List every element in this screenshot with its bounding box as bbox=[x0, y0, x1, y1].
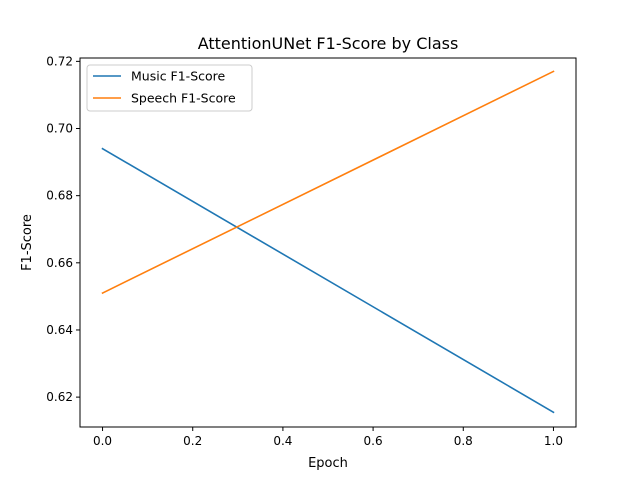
legend-label: Speech F1-Score bbox=[131, 91, 236, 106]
y-tick-label: 0.64 bbox=[46, 323, 73, 337]
chart-title: AttentionUNet F1-Score by Class bbox=[198, 34, 459, 53]
plot-area bbox=[80, 58, 576, 427]
x-tick-label: 0.4 bbox=[273, 434, 292, 448]
legend: Music F1-Score Speech F1-Score bbox=[86, 64, 253, 112]
series-line-speech bbox=[101, 70, 555, 295]
plot-background bbox=[80, 58, 576, 427]
x-tick-label: 0.2 bbox=[183, 434, 202, 448]
y-tick-label: 0.68 bbox=[46, 189, 73, 203]
y-tick-label: 0.70 bbox=[46, 122, 73, 136]
legend-label: Music F1-Score bbox=[131, 69, 226, 84]
x-axis-ticks: 0.0 0.2 0.4 0.6 0.8 1.0 bbox=[93, 427, 563, 448]
y-tick-label: 0.66 bbox=[46, 256, 73, 270]
x-tick-label: 1.0 bbox=[544, 434, 563, 448]
series-line-music bbox=[101, 147, 555, 414]
y-axis-label: F1-Score bbox=[20, 214, 35, 271]
y-tick-label: 0.62 bbox=[46, 390, 73, 404]
y-axis-ticks: 0.62 0.64 0.66 0.68 0.70 0.72 bbox=[46, 54, 80, 404]
x-tick-label: 0.8 bbox=[454, 434, 473, 448]
x-tick-label: 0.6 bbox=[364, 434, 383, 448]
legend-box bbox=[86, 64, 253, 112]
axes-frame bbox=[79, 57, 577, 428]
series-layer bbox=[101, 70, 555, 414]
x-tick-label: 0.0 bbox=[93, 434, 112, 448]
x-axis-label: Epoch bbox=[308, 456, 348, 471]
y-tick-label: 0.72 bbox=[46, 54, 73, 68]
